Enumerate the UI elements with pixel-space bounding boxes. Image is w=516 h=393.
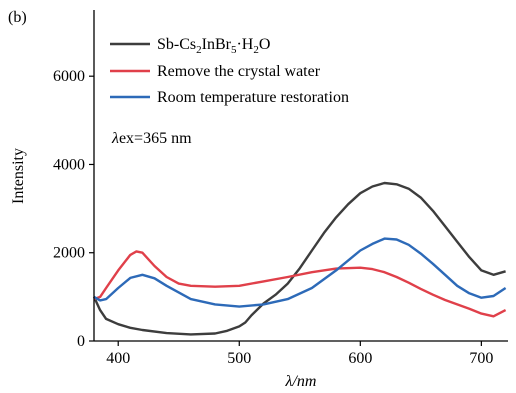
series-line-1	[92, 181, 506, 336]
legend-label-1-sub: 2	[253, 44, 259, 56]
x-axis-label: λ/nm	[285, 373, 317, 390]
x-tick-label: 600	[348, 350, 372, 367]
excitation-annotation: λex=365 nm	[111, 130, 192, 147]
panel-label: (b)	[8, 9, 27, 26]
legend-label-2: Remove the crystal water	[157, 63, 321, 80]
legend-label-3: Room temperature restoration	[157, 89, 349, 106]
y-tick-label: 4000	[53, 156, 85, 173]
legend-label-1-part: O	[259, 36, 271, 53]
excitation-text: ex=365 nm	[119, 130, 192, 147]
legend-label-1-part: InBr	[202, 36, 232, 53]
y-tick-label: 6000	[53, 68, 85, 85]
legend-label-1: Sb-Cs2InBr5·H2O	[157, 36, 270, 56]
y-axis-label: Intensity	[10, 148, 27, 204]
legend-label-1-part: ·H	[236, 36, 253, 53]
series-line-3	[93, 237, 507, 308]
plot-lines	[92, 181, 507, 336]
legend-label-1-part: Sb-Cs	[157, 36, 196, 53]
legend: Sb-Cs2InBr5·H2O Remove the crystal water…	[110, 36, 349, 106]
x-tick-label: 500	[227, 350, 251, 367]
axes	[93, 10, 508, 342]
series-line-2	[93, 250, 507, 318]
legend-label-1-sub: 2	[196, 44, 202, 56]
x-tick-label: 700	[469, 350, 493, 367]
x-tick-label: 400	[106, 350, 130, 367]
lambda-symbol: λ	[111, 130, 119, 147]
legend-label-1-sub: 5	[231, 44, 237, 56]
y-tick-label: 2000	[53, 245, 85, 262]
ticks: 0 2000 4000 6000 400 500 600 700	[53, 68, 493, 367]
y-tick-label: 0	[77, 333, 85, 350]
